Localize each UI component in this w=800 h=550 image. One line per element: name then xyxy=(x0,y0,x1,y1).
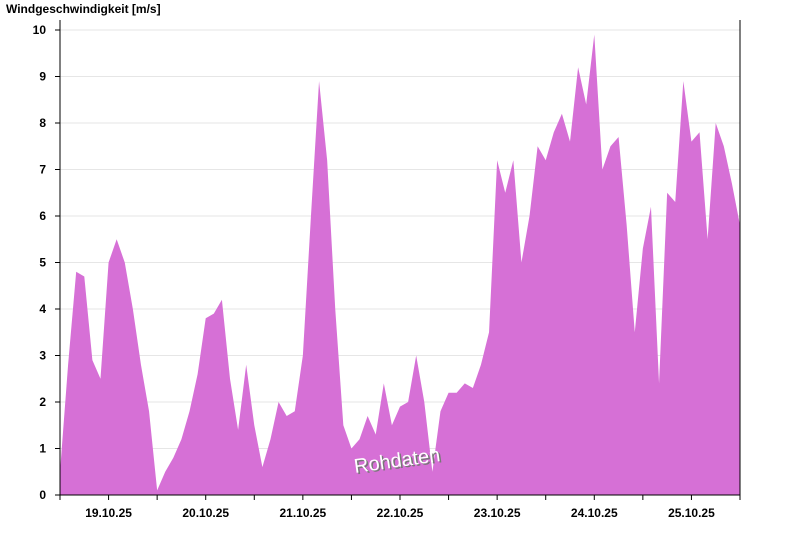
y-tick-label: 10 xyxy=(33,23,47,37)
y-tick-label: 0 xyxy=(39,488,46,502)
y-tick-label: 2 xyxy=(39,395,46,409)
y-tick-label: 9 xyxy=(39,70,46,84)
y-tick-label: 3 xyxy=(39,349,46,363)
wind-area xyxy=(60,34,740,496)
y-tick-label: 5 xyxy=(39,256,46,270)
y-tick-label: 4 xyxy=(39,302,46,316)
x-tick-label: 21.10.25 xyxy=(279,506,326,520)
x-tick-label: 22.10.25 xyxy=(377,506,424,520)
chart-title: Windgeschwindigkeit [m/s] xyxy=(6,2,161,16)
y-tick-label: 6 xyxy=(39,209,46,223)
x-tick-label: 20.10.25 xyxy=(182,506,229,520)
y-tick-label: 7 xyxy=(39,163,46,177)
x-tick-label: 23.10.25 xyxy=(474,506,521,520)
x-tick-label: 24.10.25 xyxy=(571,506,618,520)
x-tick-label: 25.10.25 xyxy=(668,506,715,520)
y-tick-label: 8 xyxy=(39,116,46,130)
x-tick-label: 19.10.25 xyxy=(85,506,132,520)
y-tick-label: 1 xyxy=(39,442,46,456)
